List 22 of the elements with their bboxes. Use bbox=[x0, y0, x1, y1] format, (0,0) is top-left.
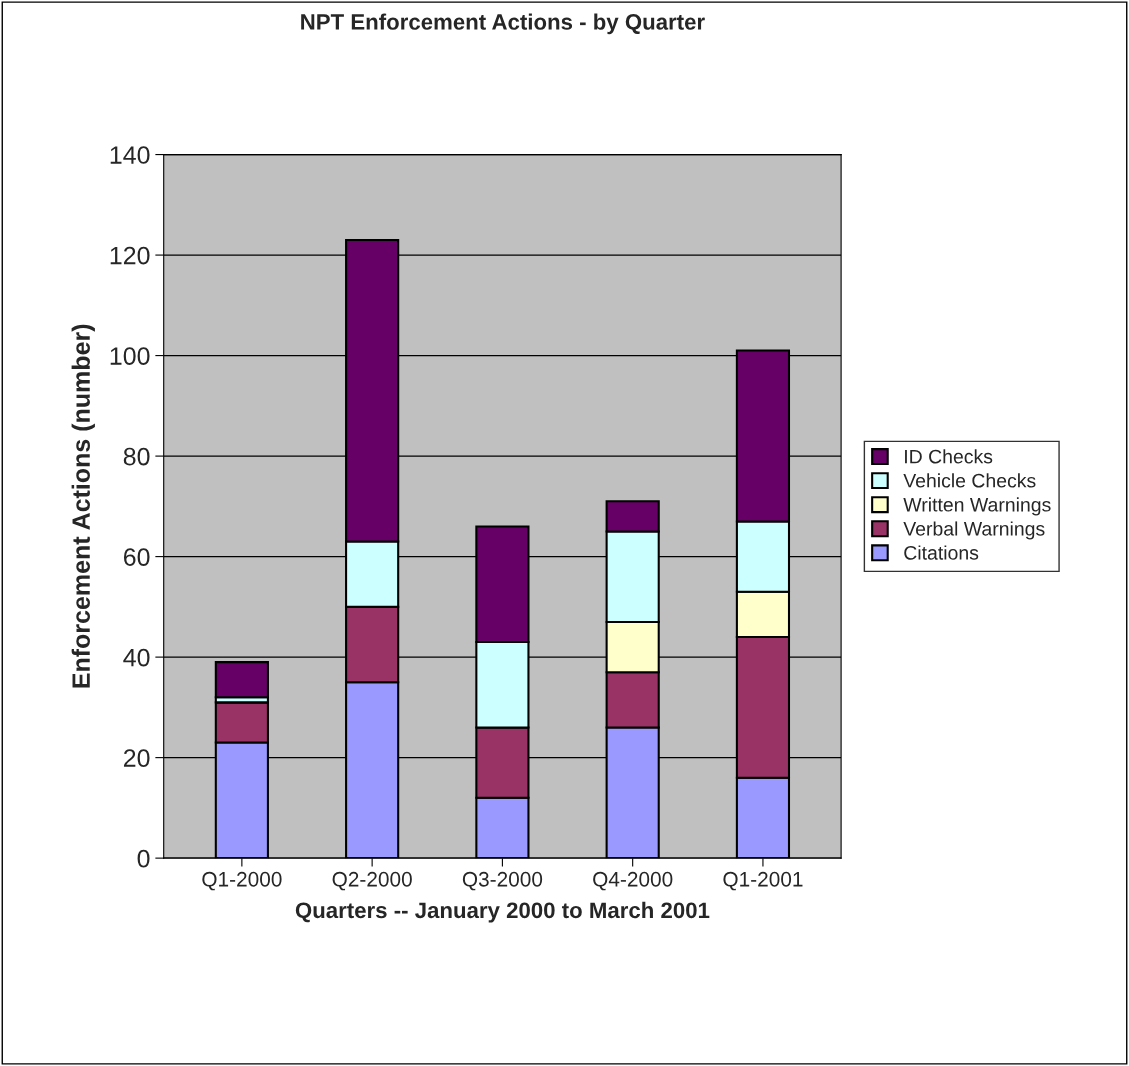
legend-label: Verbal Warnings bbox=[903, 521, 1045, 540]
legend-label: Vehicle Checks bbox=[903, 473, 1036, 488]
y-tick-label: 20 bbox=[123, 749, 150, 767]
y-axis-title: Enforcement Actions (number) bbox=[71, 324, 95, 688]
y-tick-label: 120 bbox=[110, 246, 150, 265]
y-tick-label: 0 bbox=[137, 849, 150, 868]
x-tick-label: Q1-2001 bbox=[723, 871, 803, 891]
bar bbox=[214, 661, 269, 699]
y-tick-label: 100 bbox=[110, 347, 150, 365]
x-axis-title: Quarters -- January 2000 to March 2001 bbox=[295, 901, 710, 923]
x-tick-label: Q1-2000 bbox=[202, 871, 282, 891]
x-tick-label: Q2-2000 bbox=[332, 871, 412, 891]
legend-label: Written Warnings bbox=[903, 497, 1051, 516]
x-tick-label: Q4-2000 bbox=[593, 871, 673, 891]
legend-label: ID Checks bbox=[905, 449, 993, 464]
y-tick-label: 40 bbox=[123, 648, 150, 667]
y-tick-label: 140 bbox=[110, 146, 150, 164]
legend-label: Citations bbox=[904, 545, 979, 560]
y-tick-label: 60 bbox=[123, 548, 150, 566]
y-tick-label: 80 bbox=[123, 447, 150, 466]
x-tick-label: Q3-2000 bbox=[462, 871, 543, 891]
chart-title: NPT Enforcement Actions - by Quarter bbox=[301, 13, 705, 35]
